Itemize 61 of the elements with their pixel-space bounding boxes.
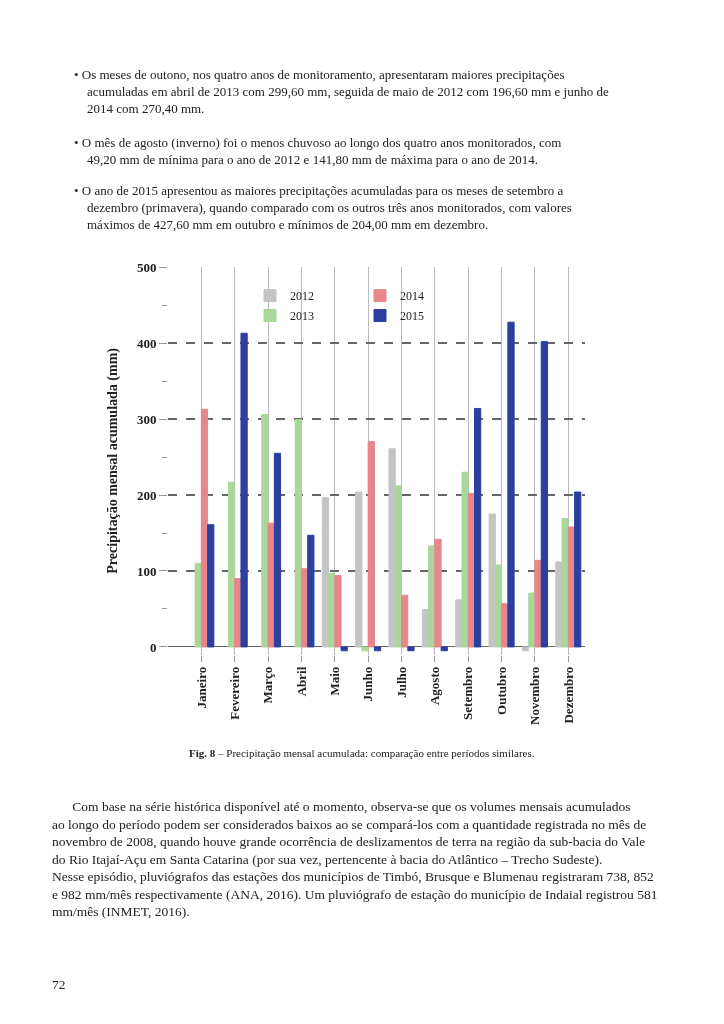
x-tick-label: Setembro <box>460 666 476 720</box>
x-tick-label: Julho <box>393 666 409 698</box>
bar <box>407 646 415 652</box>
bar <box>367 441 375 648</box>
bar <box>388 448 396 648</box>
bar <box>494 564 503 648</box>
bar <box>321 497 330 648</box>
y-tick-label: 200 <box>136 487 157 503</box>
x-tick-label: Março <box>260 666 276 704</box>
bar <box>474 407 482 648</box>
bar <box>294 418 302 648</box>
text: • O mês de agosto (inverno) foi o menos chuvoso ao longo dos quatro anos monitorados, com 49,20 mm de mínima para o ano de 2012 e 141,80 mm de máxima para o ano de 2014. <box>74 135 562 167</box>
bar <box>355 491 363 648</box>
bar <box>507 321 515 648</box>
bar <box>534 559 542 648</box>
y-tick-label: 500 <box>136 259 157 275</box>
bar <box>194 562 202 648</box>
bar <box>540 341 548 648</box>
bar <box>361 646 369 652</box>
y-tick-label: 0 <box>149 639 157 655</box>
text: Com base na série histórica disponível até o momento, observa-se que os volumes mensais acumulados ao longo do período podem ser considerados baixos ao se compará-los com a quantidade registrada no mês de novembro de 2008, quando houve grande ocorrência de deslizamentos de terra na região da sub-bacia do Vale do Rio Itajaí-Açu em Santa Catarina (por sua vez, pertencente à bacia do Atlântico – Trecho Sudeste). Nesse episódio, pluviógrafos das estações dos municípios de Timbó, Brusque e Blumenau registraram 738, 852 e 982 mm/mês respectivamente (ANA, 2016). Um pluviógrafo de estação do município de Indaial registrou 581 mm/mês (INMET, 2016). <box>52 799 658 920</box>
text: • Os meses de outono, nos quatro anos de monitoramento, apresentaram maiores precipitações acumuladas em abril de 2013 com 299,60 mm, seguida de maio de 2012 com 196,60 mm e junho de 2014 com 270,40 mm. <box>74 67 609 116</box>
bar <box>307 534 315 648</box>
legend-label: 2012 <box>290 289 314 304</box>
bar <box>461 471 469 648</box>
x-tick-label: Outubro <box>493 666 509 715</box>
y-tick-label: 300 <box>136 411 157 427</box>
x-tick-label: Agosto <box>427 666 443 706</box>
y-tick-label: 100 <box>136 563 157 579</box>
x-tick-label: Janeiro <box>193 666 209 709</box>
bar <box>521 646 530 652</box>
bar <box>394 485 403 648</box>
text: • O ano de 2015 apresentou as maiores precipitações acumuladas para os meses de setembro a dezembro (primavera), quando comparado com os outros três anos monitorados, com valores máximos de 427,60 mm em outubro e mínimos de 204,00 mm em dezembro. <box>74 183 572 232</box>
bar <box>334 575 342 648</box>
bar <box>440 646 448 652</box>
legend-label: 2014 <box>400 289 424 304</box>
y-axis-title: Precipitação mensal acumulada (mm) <box>105 347 122 574</box>
bar <box>267 522 275 648</box>
bar <box>261 414 269 648</box>
bar <box>561 518 569 648</box>
bar <box>340 646 348 652</box>
bar <box>240 332 248 648</box>
caption: Fig. 8 – Precipitação mensal acumulada: comparação entre períodos similares. <box>189 747 535 759</box>
x-tick-label: Novembro <box>527 666 543 726</box>
bar <box>434 538 442 648</box>
text: 72 <box>52 977 66 992</box>
bar <box>574 491 582 648</box>
bar <box>373 646 382 652</box>
bar <box>207 524 215 648</box>
legend-label: 2015 <box>400 309 424 324</box>
x-tick-label: Fevereiro <box>226 666 242 720</box>
bar <box>227 481 236 648</box>
x-tick-label: Junho <box>360 666 376 702</box>
x-tick-label: Abril <box>293 666 309 697</box>
bar <box>488 513 496 648</box>
x-tick-label: Maio <box>327 666 343 696</box>
bar <box>273 452 282 648</box>
y-tick-label: 400 <box>136 335 157 351</box>
bar <box>401 594 409 648</box>
legend-label: 2013 <box>290 309 314 324</box>
x-tick-label: Dezembro <box>560 666 576 724</box>
